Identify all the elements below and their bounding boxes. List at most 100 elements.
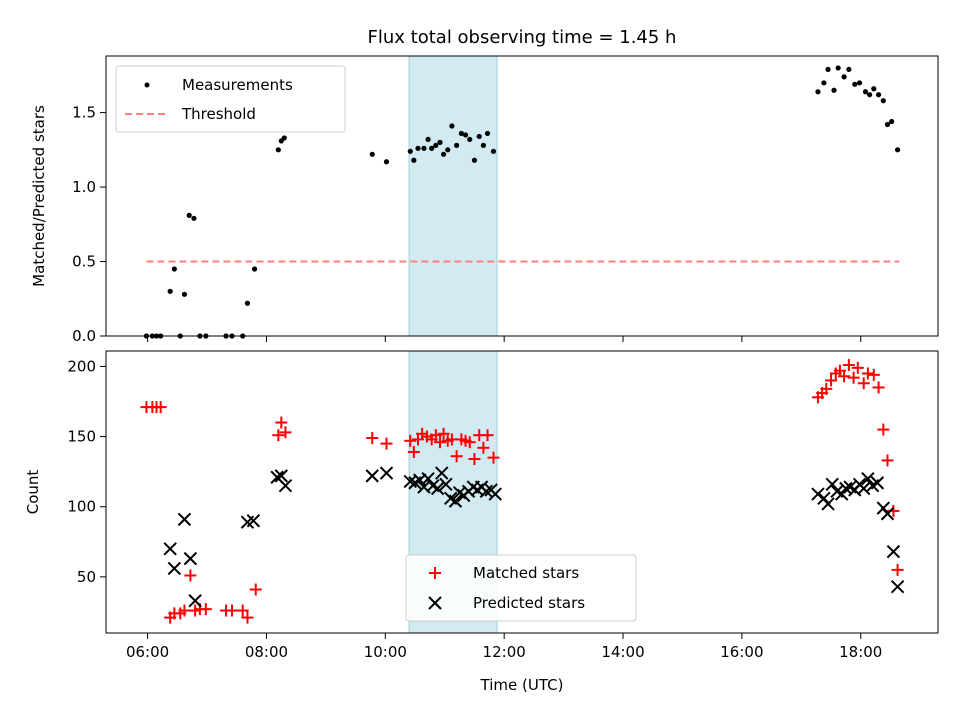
measurement-point (815, 89, 821, 95)
predicted-star-point (365, 469, 379, 483)
measurement-point (846, 66, 852, 73)
xtick-label: 06:00 (126, 643, 169, 661)
measurement-point (437, 139, 443, 145)
measurement-point (251, 266, 258, 272)
matched-star-point (249, 583, 262, 596)
top-ytick-label: 1.5 (72, 104, 96, 122)
predicted-star-point (163, 542, 177, 556)
measurement-point (462, 132, 469, 138)
measurement-point (880, 98, 886, 104)
measurement-point (369, 151, 375, 157)
measurement-point (191, 215, 197, 221)
matched-star-point (184, 569, 197, 582)
xtick-label: 08:00 (245, 643, 288, 661)
legend-threshold-label: Threshold (181, 105, 256, 123)
matched-star-point (241, 611, 254, 624)
matched-star-point (407, 446, 420, 459)
matched-star-point (881, 454, 894, 467)
matched-star-point (450, 450, 463, 463)
predicted-star-point (488, 487, 502, 501)
xtick-label: 18:00 (839, 643, 882, 661)
measurement-point (484, 130, 491, 137)
bottom-ytick-label: 200 (67, 357, 96, 375)
matched-star-point (178, 604, 191, 617)
matched-star-point (366, 431, 379, 444)
measurement-point (884, 121, 891, 128)
top-panel: 0.0 0.5 1.0 1.5 Matched/Predicted stars Mea… (30, 55, 939, 345)
matched-star-point (847, 371, 860, 384)
measurement-point (821, 80, 827, 86)
top-ytick-label: 1.0 (72, 178, 96, 196)
measurement-point (490, 148, 497, 154)
measurement-point (429, 145, 435, 151)
matched-star-point (468, 453, 481, 466)
predicted-star-point (857, 481, 871, 496)
matched-star-point (861, 367, 874, 380)
predicted-star-point (479, 484, 494, 499)
legend-measurements-marker (144, 82, 150, 88)
bottom-ytick-label: 50 (77, 568, 96, 586)
predicted-star-point (167, 561, 182, 576)
predicted-star-point (278, 478, 293, 493)
matched-star-point (867, 368, 880, 381)
legend-predicted-label: Predicted stars (473, 594, 585, 612)
predicted-star-point (890, 579, 905, 594)
measurement-point (875, 92, 882, 98)
top-y-axis-label: Matched/Predicted stars (30, 105, 48, 287)
matched-star-point (433, 436, 446, 449)
matched-star-point (380, 437, 393, 450)
measurement-point (440, 151, 447, 157)
bottom-legend: Matched stars Predicted stars (405, 554, 637, 622)
measurement-point (415, 145, 421, 151)
measurement-point (383, 159, 390, 165)
matched-star-point (236, 604, 249, 617)
bottom-ytick-label: 150 (67, 428, 96, 446)
predicted-star-point (177, 512, 192, 527)
xtick-label: 16:00 (720, 643, 763, 661)
matched-star-point (872, 381, 885, 394)
measurement-point (281, 135, 287, 141)
predicted-star-point (886, 544, 901, 559)
predicted-star-point (821, 497, 835, 511)
measurement-point (445, 147, 451, 153)
matched-star-point (477, 441, 490, 454)
legend-predicted-marker (428, 596, 442, 610)
matched-star-point (825, 374, 838, 387)
measurement-point (862, 89, 869, 95)
predicted-star-point (246, 514, 261, 528)
measurement-point (244, 300, 251, 306)
bottom-y-axis-label: Count (24, 470, 42, 515)
measurement-point (171, 266, 177, 272)
measurement-point (181, 291, 188, 297)
predicted-star-point (435, 466, 449, 480)
x-axis-label: Time (UTC) (480, 676, 564, 694)
measurement-point (831, 87, 837, 93)
predicted-star-point (379, 466, 394, 480)
legend-matched-marker (429, 567, 441, 579)
matched-star-point (154, 401, 167, 414)
matched-star-point (463, 436, 476, 449)
bottom-axes-frame (105, 350, 939, 634)
measurement-point (411, 157, 417, 163)
bottom-ytick-label: 100 (67, 498, 96, 516)
top-ytick-label: 0.5 (72, 253, 96, 271)
predicted-star-point (439, 477, 453, 491)
measurement-point (856, 80, 863, 86)
matched-star-point (272, 429, 285, 442)
xtick-label: 14:00 (601, 643, 644, 661)
measurement-point (871, 86, 877, 92)
matched-star-point (275, 416, 288, 429)
matched-star-point (404, 434, 417, 447)
measurement-point (425, 136, 431, 143)
top-legend: Measurements Threshold (115, 65, 346, 133)
predicted-star-point (430, 481, 445, 496)
predicted-star-point (448, 494, 463, 508)
bottom-panel: 50 100 150 200 06:00 08:00 10:00 12:00 14:00 16:… (24, 350, 939, 694)
matched-star-point (199, 603, 212, 616)
top-axes-frame (105, 55, 939, 337)
predicted-star-point (876, 501, 891, 515)
measurement-point (407, 148, 413, 154)
matched-star-point (857, 377, 870, 390)
matched-star-point (891, 563, 904, 576)
